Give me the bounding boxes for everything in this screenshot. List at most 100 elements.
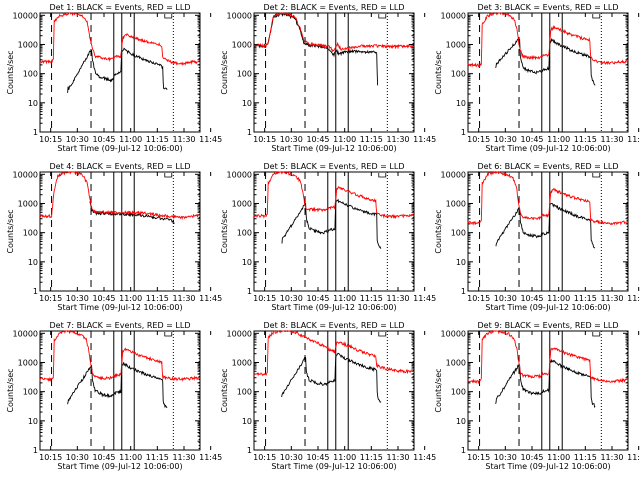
panel-title: Det 1: BLACK = Events, RED = LLD bbox=[50, 3, 191, 12]
x-tick-label: 10:30 bbox=[494, 135, 517, 144]
axes-frame bbox=[39, 171, 201, 292]
y-tick-label: 1 bbox=[247, 446, 252, 455]
interval-bracket-mark bbox=[164, 14, 173, 19]
y-tick-label: 100 bbox=[237, 388, 252, 397]
panel-det-5: Det 5: BLACK = Events, RED = LLD 1 10 100 10… bbox=[220, 162, 436, 312]
x-axis-label: Start Time (09-Jul-12 10:06:00) bbox=[485, 462, 610, 471]
x-tick-label: 10:45 bbox=[306, 294, 329, 303]
y-tick-label: 10000 bbox=[227, 170, 252, 179]
panel-title: Det 5: BLACK = Events, RED = LLD bbox=[264, 162, 405, 171]
x-tick-label: 11:30 bbox=[600, 453, 623, 462]
y-tick-label: 100 bbox=[23, 70, 38, 79]
lld-series-line bbox=[467, 170, 629, 226]
x-tick-label: 10:30 bbox=[494, 453, 517, 462]
x-tick-label: 11:30 bbox=[172, 453, 195, 462]
events-series-line bbox=[67, 362, 168, 409]
lld-series-line bbox=[39, 171, 201, 220]
x-tick-label: 11:00 bbox=[547, 453, 570, 462]
x-tick-label: 11:15 bbox=[574, 453, 597, 462]
interval-bracket-mark bbox=[592, 332, 601, 337]
y-tick-label: 100 bbox=[451, 388, 466, 397]
lld-series-line bbox=[467, 12, 629, 68]
x-tick-label: 10:45 bbox=[520, 294, 543, 303]
x-tick-label: 11:45 bbox=[627, 453, 640, 462]
y-tick-label: 10000 bbox=[227, 11, 252, 20]
y-tick-label: 10 bbox=[456, 417, 466, 426]
x-tick-label: 11:15 bbox=[146, 294, 169, 303]
interval-bracket-mark bbox=[378, 173, 387, 178]
x-tick-label: 11:30 bbox=[386, 294, 409, 303]
y-axis-label: Counts/sec bbox=[6, 209, 15, 253]
y-tick-label: 10 bbox=[28, 258, 38, 267]
axes-frame bbox=[39, 330, 201, 451]
y-tick-label: 1 bbox=[247, 128, 252, 137]
y-tick-label: 10 bbox=[456, 99, 466, 108]
y-axis-label: Counts/sec bbox=[6, 50, 15, 94]
y-tick-label: 1000 bbox=[446, 358, 466, 367]
axes-frame bbox=[467, 171, 629, 292]
x-tick-label: 11:45 bbox=[199, 453, 222, 462]
x-tick-label: 10:30 bbox=[66, 294, 89, 303]
x-tick-label: 11:30 bbox=[386, 135, 409, 144]
y-tick-label: 1000 bbox=[18, 199, 38, 208]
y-tick-label: 1000 bbox=[232, 199, 252, 208]
panel-det-4: Det 4: BLACK = Events, RED = LLD 1 10 100 10… bbox=[6, 162, 222, 312]
x-tick-label: 11:30 bbox=[172, 294, 195, 303]
x-tick-label: 10:45 bbox=[306, 135, 329, 144]
x-tick-label: 10:15 bbox=[253, 453, 276, 462]
y-tick-label: 10000 bbox=[13, 11, 38, 20]
x-tick-label: 11:00 bbox=[547, 135, 570, 144]
x-axis-label: Start Time (09-Jul-12 10:06:00) bbox=[271, 144, 396, 153]
x-axis-label: Start Time (09-Jul-12 10:06:00) bbox=[271, 303, 396, 312]
x-tick-label: 11:45 bbox=[627, 135, 640, 144]
panel-det-9: Det 9: BLACK = Events, RED = LLD 1 10 100 10… bbox=[434, 321, 640, 471]
y-tick-label: 100 bbox=[23, 229, 38, 238]
lld-series-line bbox=[39, 329, 201, 383]
y-tick-label: 10 bbox=[28, 99, 38, 108]
interval-bracket-mark bbox=[378, 332, 387, 337]
panel-title: Det 7: BLACK = Events, RED = LLD bbox=[50, 321, 191, 330]
lld-series-line bbox=[253, 171, 415, 220]
x-tick-label: 11:00 bbox=[547, 294, 570, 303]
x-tick-label: 10:45 bbox=[92, 294, 115, 303]
y-tick-label: 1000 bbox=[232, 358, 252, 367]
x-tick-label: 10:30 bbox=[280, 294, 303, 303]
y-tick-label: 1000 bbox=[18, 358, 38, 367]
y-tick-label: 10000 bbox=[441, 11, 466, 20]
y-tick-label: 10000 bbox=[441, 329, 466, 338]
x-tick-label: 10:45 bbox=[520, 453, 543, 462]
x-tick-label: 11:30 bbox=[172, 135, 195, 144]
interval-bracket-mark bbox=[164, 332, 173, 337]
x-tick-label: 11:45 bbox=[413, 135, 436, 144]
axes-frame bbox=[467, 12, 629, 133]
x-tick-label: 10:15 bbox=[253, 135, 276, 144]
y-axis-label: Counts/sec bbox=[220, 368, 229, 412]
y-axis-label: Counts/sec bbox=[434, 368, 443, 412]
x-tick-label: 11:00 bbox=[119, 135, 142, 144]
x-tick-label: 10:45 bbox=[520, 135, 543, 144]
x-tick-label: 10:30 bbox=[66, 135, 89, 144]
y-axis-label: Counts/sec bbox=[434, 50, 443, 94]
y-tick-label: 1 bbox=[33, 128, 38, 137]
y-tick-label: 100 bbox=[451, 229, 466, 238]
panel-det-8: Det 8: BLACK = Events, RED = LLD 1 10 100 10… bbox=[220, 321, 436, 471]
x-tick-label: 11:45 bbox=[199, 135, 222, 144]
events-series-line bbox=[253, 12, 379, 86]
interval-bracket-mark bbox=[592, 14, 601, 19]
x-tick-label: 11:30 bbox=[600, 294, 623, 303]
panel-det-7: Det 7: BLACK = Events, RED = LLD 1 10 100 10… bbox=[6, 321, 222, 471]
y-tick-label: 100 bbox=[23, 388, 38, 397]
axes-frame bbox=[253, 12, 415, 133]
y-tick-label: 1000 bbox=[446, 40, 466, 49]
events-series-line bbox=[495, 38, 596, 86]
x-tick-label: 11:30 bbox=[386, 453, 409, 462]
y-tick-label: 10000 bbox=[441, 170, 466, 179]
y-tick-label: 10000 bbox=[227, 329, 252, 338]
y-tick-label: 1 bbox=[461, 287, 466, 296]
panel-det-3: Det 3: BLACK = Events, RED = LLD 1 10 100 10… bbox=[434, 3, 640, 153]
x-axis-label: Start Time (09-Jul-12 10:06:00) bbox=[485, 303, 610, 312]
x-axis-label: Start Time (09-Jul-12 10:06:00) bbox=[57, 462, 182, 471]
y-tick-label: 1 bbox=[247, 287, 252, 296]
x-tick-label: 10:45 bbox=[306, 453, 329, 462]
panel-title: Det 9: BLACK = Events, RED = LLD bbox=[478, 321, 619, 330]
